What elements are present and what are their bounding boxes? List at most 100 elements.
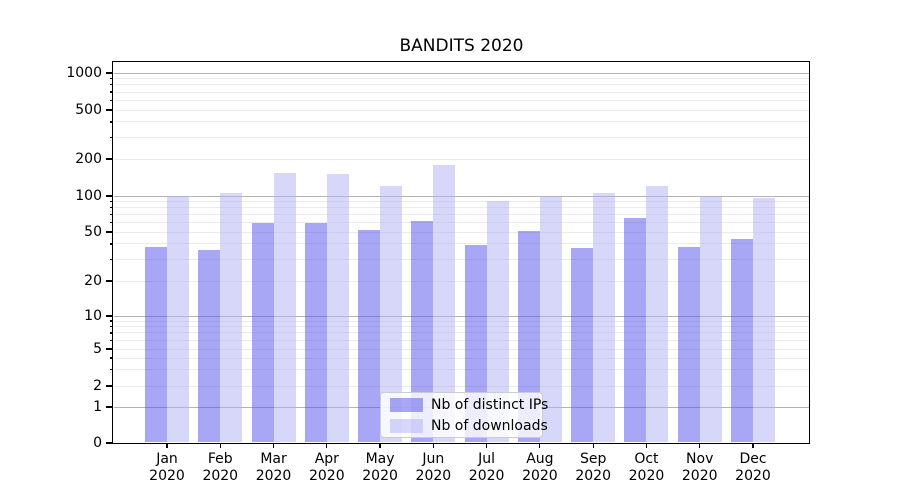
gridline-minor: [114, 385, 809, 387]
bar-downloads-jan: [167, 196, 189, 442]
x-tick-label-month: Apr: [314, 451, 339, 467]
y-tick: [106, 109, 113, 111]
gridline-minor: [114, 326, 809, 328]
x-tick-label: Oct 2020: [614, 451, 678, 485]
x-tick: [592, 443, 594, 448]
y-minor-tick: [109, 326, 113, 328]
gridline-minor: [114, 369, 809, 371]
x-tick-label: Apr 2020: [295, 451, 359, 485]
y-tick-label: 2: [93, 378, 102, 394]
y-tick: [106, 406, 113, 408]
y-minor-tick: [109, 258, 113, 260]
y-minor-tick: [109, 320, 113, 322]
gridline-minor: [114, 99, 809, 101]
x-tick-label-month: Nov: [686, 451, 714, 467]
y-minor-tick: [109, 357, 113, 359]
legend-item-distinct-ips: Nb of distinct IPs: [390, 397, 548, 413]
y-tick-label: 100: [75, 188, 102, 204]
gridline-minor: [114, 158, 809, 160]
gridline-minor: [114, 109, 809, 111]
x-tick-label: Jan 2020: [135, 451, 199, 485]
gridline-minor: [114, 332, 809, 334]
x-tick: [645, 443, 648, 448]
y-tick-label: 0: [93, 435, 102, 451]
x-tick: [699, 443, 701, 448]
y-tick: [106, 315, 113, 317]
bar-downloads-mar: [273, 172, 296, 442]
y-tick-label: 500: [75, 102, 102, 118]
y-minor-tick: [109, 84, 113, 86]
bar-distinct-ips-sep: [571, 248, 594, 442]
x-tick-label-year: 2020: [415, 468, 452, 484]
x-tick-label-month: Jul: [478, 451, 496, 467]
gridline-minor: [114, 339, 809, 341]
y-minor-tick: [109, 243, 113, 245]
y-tick: [106, 442, 113, 444]
x-tick-label: Feb 2020: [188, 451, 252, 485]
gridline-minor: [114, 207, 809, 209]
gridline-minor: [114, 91, 809, 93]
x-tick-label-month: Jun: [422, 451, 445, 467]
x-tick-label-year: 2020: [681, 468, 718, 484]
y-minor-tick: [109, 369, 113, 371]
x-tick-label-month: May: [365, 451, 395, 467]
x-tick-label-month: Oct: [634, 451, 659, 467]
y-tick-label: 5: [93, 341, 102, 357]
legend: Nb of distinct IPs Nb of downloads: [380, 392, 548, 438]
x-tick-label-month: Dec: [739, 451, 767, 467]
bar-downloads-oct: [646, 186, 669, 442]
bar-downloads-may: [380, 186, 403, 442]
legend-label-downloads: Nb of downloads: [431, 417, 548, 434]
x-tick-label-year: 2020: [149, 468, 185, 484]
x-tick-label-year: 2020: [362, 468, 398, 484]
gridline-minor: [114, 121, 809, 123]
y-tick: [106, 72, 113, 74]
bar-downloads-apr: [326, 174, 349, 442]
y-minor-tick: [109, 136, 113, 138]
y-tick: [106, 158, 113, 160]
legend-swatch-downloads: [390, 418, 423, 433]
x-tick-label-year: 2020: [575, 468, 611, 484]
x-tick: [486, 443, 488, 448]
y-minor-tick: [109, 339, 113, 341]
gridline-minor: [114, 357, 809, 359]
y-tick-label: 10: [84, 308, 102, 324]
bar-distinct-ips-mar: [251, 222, 274, 442]
y-minor-tick: [109, 121, 113, 123]
y-tick: [106, 231, 113, 233]
y-minor-tick: [109, 200, 113, 203]
x-tick-label: Jun 2020: [401, 451, 465, 485]
y-tick: [106, 195, 113, 197]
chart-title: BANDITS 2020: [399, 36, 524, 56]
x-tick-label: Dec 2020: [721, 451, 785, 485]
x-tick-label: May 2020: [348, 451, 412, 485]
x-tick-label-year: 2020: [202, 468, 239, 484]
x-tick-label: Jul 2020: [455, 451, 519, 485]
gridline-minor: [114, 200, 809, 202]
x-tick: [326, 443, 328, 448]
x-tick-label-month: Mar: [260, 451, 287, 467]
bar-distinct-ips-jun: [411, 220, 434, 442]
gridline-major: [114, 72, 809, 74]
x-tick: [539, 443, 541, 448]
gridline-minor: [114, 280, 809, 282]
x-tick-label-year: 2020: [628, 468, 665, 484]
y-minor-tick: [109, 213, 113, 216]
gridline-minor: [114, 348, 809, 350]
bar-distinct-ips-apr: [304, 223, 327, 442]
x-tick-label-year: 2020: [255, 468, 292, 484]
x-tick-label-year: 2020: [468, 468, 505, 484]
x-tick-label-month: Aug: [526, 451, 554, 467]
bar-downloads-feb: [220, 193, 243, 442]
bar-distinct-ips-dec: [731, 238, 753, 442]
bar-distinct-ips-jan: [145, 246, 167, 442]
x-tick: [272, 443, 275, 448]
y-minor-tick: [109, 99, 113, 101]
bar-distinct-ips-feb: [198, 249, 221, 442]
gridline-minor: [114, 231, 809, 233]
y-tick-label: 1: [93, 399, 102, 415]
y-minor-tick: [109, 221, 113, 224]
gridline-minor: [114, 320, 809, 322]
gridline-major: [114, 195, 809, 197]
bar-distinct-ips-aug: [517, 230, 540, 442]
